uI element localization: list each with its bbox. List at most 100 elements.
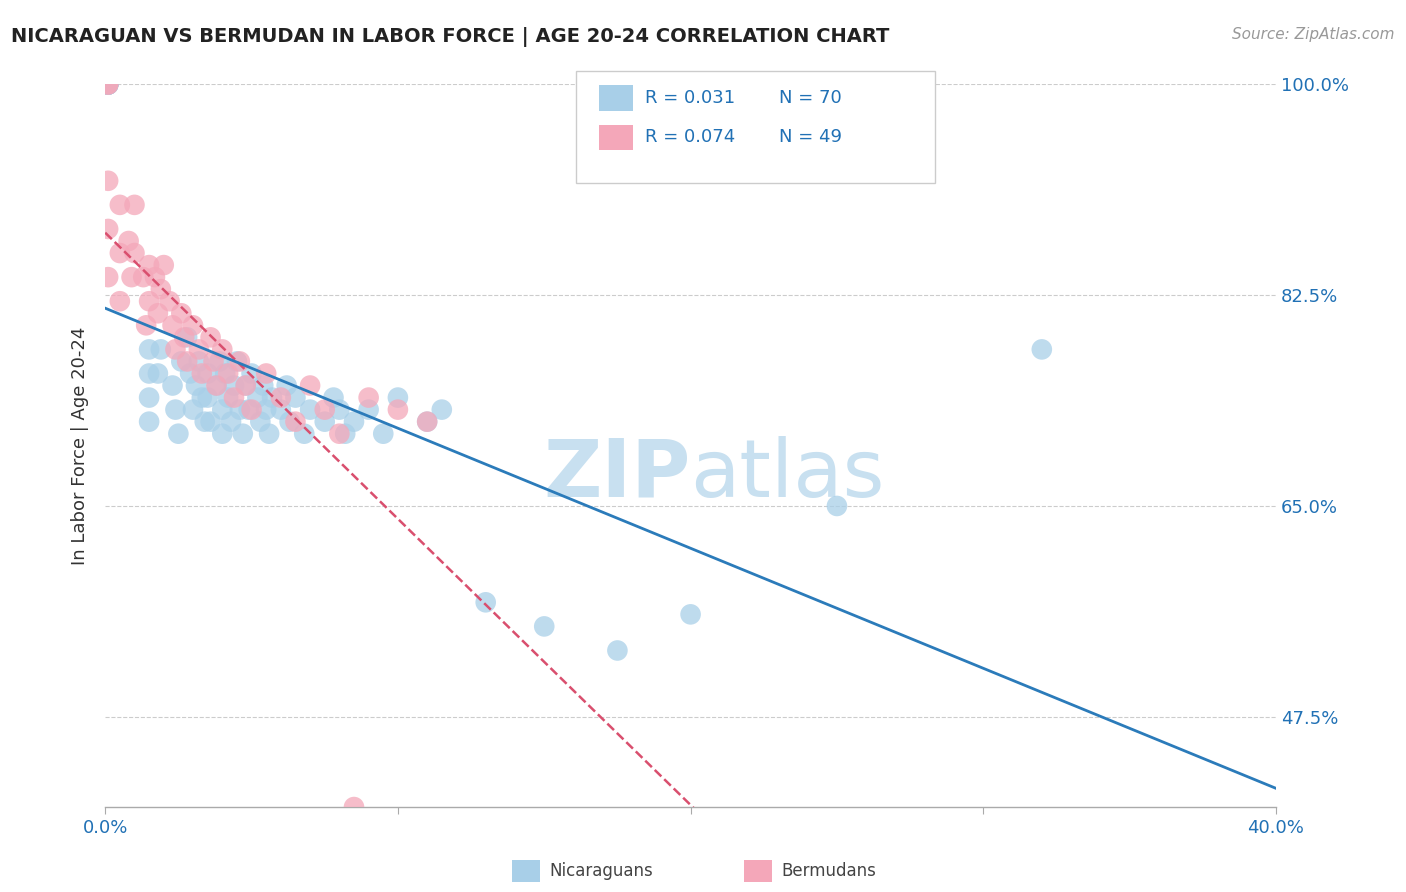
Point [97, 78, 120, 92]
Point [170, 354, 193, 368]
Text: Source: ZipAtlas.com: Source: ZipAtlas.com [1232, 27, 1395, 42]
Point [138, 391, 160, 405]
Point [240, 367, 263, 381]
Point [235, 378, 257, 392]
Point [146, 306, 169, 320]
Point [205, 378, 228, 392]
Point [387, 391, 409, 405]
Point [97, 78, 120, 92]
Point [1031, 343, 1053, 357]
Point [387, 402, 409, 417]
Point [97, 78, 120, 92]
Point [416, 415, 439, 429]
Point [97, 222, 120, 236]
Point [97, 78, 120, 92]
Point [187, 343, 209, 357]
Point [246, 391, 269, 405]
Point [162, 378, 184, 392]
Point [108, 294, 131, 309]
Point [292, 426, 315, 441]
Point [162, 318, 184, 333]
Point [138, 415, 160, 429]
Point [143, 270, 166, 285]
Point [299, 378, 322, 392]
Point [825, 499, 848, 513]
Point [226, 354, 249, 368]
Point [373, 426, 395, 441]
Point [97, 78, 120, 92]
Point [208, 354, 231, 368]
Point [343, 800, 366, 814]
Point [217, 391, 239, 405]
Text: Nicaraguans: Nicaraguans [550, 862, 654, 880]
Point [138, 367, 160, 381]
Point [270, 391, 292, 405]
Point [108, 246, 131, 260]
Point [165, 402, 187, 417]
Point [197, 391, 219, 405]
Point [211, 426, 233, 441]
Point [335, 426, 357, 441]
Point [200, 330, 222, 344]
Text: R = 0.074: R = 0.074 [645, 128, 735, 146]
Point [284, 415, 307, 429]
Point [278, 415, 301, 429]
Point [197, 367, 219, 381]
Point [357, 402, 380, 417]
Point [97, 78, 120, 92]
Point [124, 198, 146, 212]
Point [328, 402, 350, 417]
Point [97, 270, 120, 285]
Point [232, 426, 254, 441]
Point [152, 258, 174, 272]
Point [191, 367, 214, 381]
Point [135, 318, 157, 333]
Point [240, 402, 263, 417]
Point [149, 282, 172, 296]
Point [108, 198, 131, 212]
Point [181, 318, 204, 333]
Point [97, 78, 120, 92]
Point [276, 378, 298, 392]
Point [146, 367, 169, 381]
Point [357, 391, 380, 405]
Point [179, 367, 201, 381]
Point [257, 426, 280, 441]
Text: R = 0.031: R = 0.031 [645, 89, 735, 107]
Point [205, 378, 228, 392]
Point [181, 402, 204, 417]
Point [211, 402, 233, 417]
Point [97, 78, 120, 92]
Point [343, 415, 366, 429]
Point [184, 378, 207, 392]
Point [416, 415, 439, 429]
Point [284, 391, 307, 405]
Point [170, 306, 193, 320]
Point [254, 402, 277, 417]
Point [222, 378, 245, 392]
Point [132, 270, 155, 285]
Point [314, 402, 336, 417]
Point [187, 354, 209, 368]
Point [149, 343, 172, 357]
Point [219, 415, 242, 429]
Text: Bermudans: Bermudans [782, 862, 876, 880]
Point [97, 78, 120, 92]
Point [328, 426, 350, 441]
Point [474, 595, 496, 609]
Point [138, 294, 160, 309]
Point [679, 607, 702, 622]
Point [254, 367, 277, 381]
Point [97, 78, 120, 92]
Point [159, 294, 181, 309]
Point [214, 367, 236, 381]
Point [200, 415, 222, 429]
Text: N = 70: N = 70 [779, 89, 842, 107]
Point [138, 343, 160, 357]
Point [249, 415, 271, 429]
Text: atlas: atlas [690, 435, 884, 514]
Point [217, 367, 239, 381]
Point [235, 378, 257, 392]
Text: NICARAGUAN VS BERMUDAN IN LABOR FORCE | AGE 20-24 CORRELATION CHART: NICARAGUAN VS BERMUDAN IN LABOR FORCE | … [11, 27, 890, 46]
Y-axis label: In Labor Force | Age 20-24: In Labor Force | Age 20-24 [72, 326, 89, 565]
